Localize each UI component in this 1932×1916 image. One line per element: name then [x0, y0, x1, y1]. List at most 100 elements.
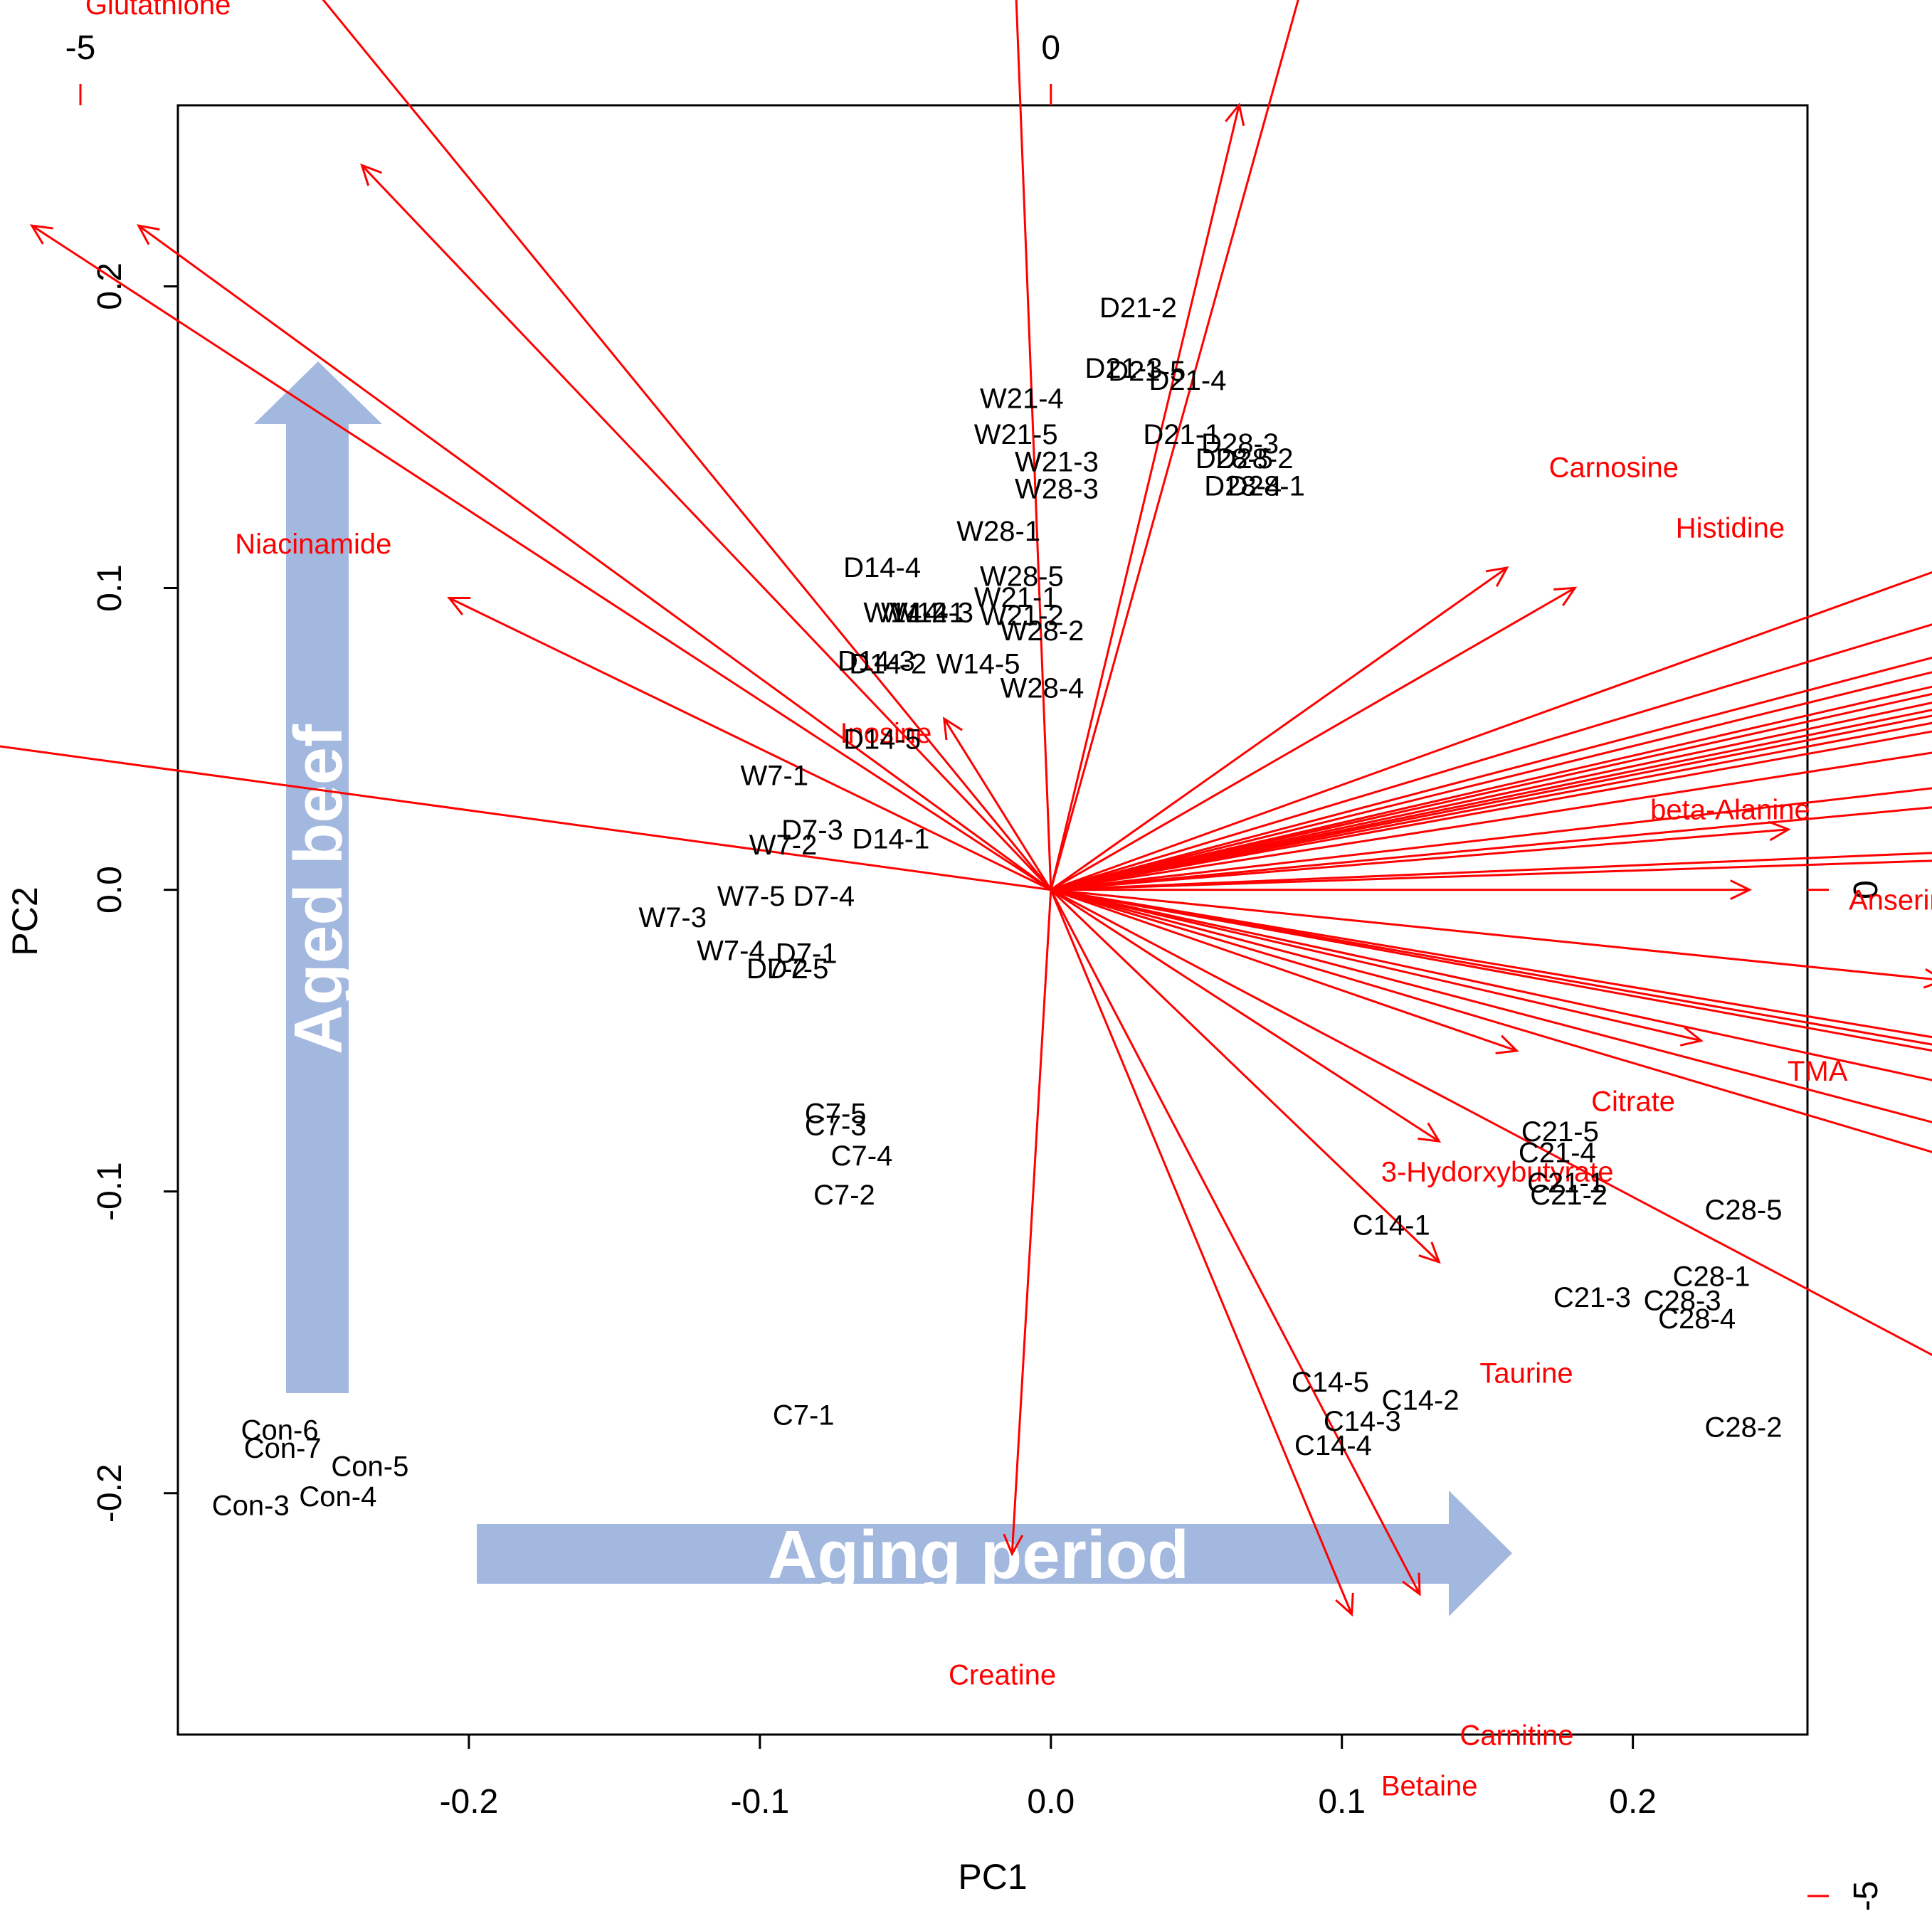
- sample-label: C14-4: [1294, 1430, 1372, 1461]
- loading-arrow-head: [360, 163, 383, 186]
- loading-vector: Glycine: [1050, 751, 1932, 891]
- loading-arrow-head: [29, 224, 53, 245]
- sample-label: C28-5: [1705, 1195, 1783, 1226]
- sample-label: C7-1: [773, 1399, 835, 1431]
- loading-vector: alpha-Glucose: [360, 163, 1052, 891]
- x-tick-label: -0.1: [730, 1783, 789, 1821]
- loading-label: TMA: [1788, 1056, 1848, 1087]
- loading-arrow-shaft: [1050, 806, 1932, 891]
- loading-arrow-shaft: [1050, 730, 1932, 891]
- loading-arrow-head: [1768, 820, 1791, 842]
- loading-arrow-shaft: [1050, 859, 1932, 891]
- loading-vector: Leucine: [1050, 730, 1932, 891]
- loading-vector: Valine: [1050, 671, 1932, 891]
- sample-label: D28-2: [1216, 443, 1294, 475]
- loading-arrow-head: [1418, 1242, 1441, 1264]
- sample-label: C7-3: [805, 1110, 867, 1141]
- loading-arrow-head: [1679, 1026, 1704, 1047]
- loading-arrow-shaft: [1050, 751, 1932, 891]
- aging-period-label: Aging period: [768, 1517, 1189, 1593]
- loading-vector: Inosine: [840, 716, 1052, 891]
- loading-arrow-shaft: [1050, 889, 1353, 1615]
- loading-arrow-shaft: [1050, 889, 1932, 1123]
- sample-label: C14-2: [1382, 1385, 1459, 1416]
- sample-label: W21-5: [974, 419, 1058, 450]
- loading-arrow-head: [1485, 566, 1509, 587]
- sample-label: D7-5: [767, 953, 829, 985]
- loading-vector: beta-glucose: [322, 0, 1052, 891]
- sample-label: W7-3: [638, 902, 707, 933]
- right-tick-label: 0: [1847, 880, 1885, 899]
- sample-label: W28-2: [1001, 615, 1084, 647]
- sample-label: Con-7: [244, 1433, 322, 1464]
- loading-vector: Creatine: [949, 889, 1056, 1691]
- loading-arrow-shaft: [31, 224, 1052, 891]
- loading-arrow-shaft: [1050, 702, 1932, 891]
- loading-label: Anserine: [1849, 885, 1932, 916]
- loading-arrow-shaft: [1050, 889, 1517, 1052]
- loading-arrow-head: [137, 224, 160, 245]
- loading-label: Histidine: [1676, 512, 1785, 544]
- sample-label: W14-2: [863, 597, 947, 628]
- y-tick-label: -0.1: [91, 1162, 129, 1221]
- loading-arrow-shaft: [1050, 571, 1932, 891]
- loading-label: Carnosine: [1549, 452, 1679, 484]
- aged-beef-annotation: Aged beef: [254, 361, 382, 1393]
- loading-arrow-head: [1730, 879, 1753, 900]
- sample-label: D21-5: [1108, 356, 1186, 387]
- sample-label: C14-5: [1292, 1367, 1369, 1398]
- loading-label: Glutathione: [85, 0, 231, 21]
- y-tick-label: 0.0: [91, 866, 129, 914]
- top-tick-label: 0: [1041, 29, 1060, 67]
- loading-arrow-shaft: [1015, 0, 1052, 890]
- loading-arrow-shaft: [1050, 623, 1932, 891]
- loading-vector: Tyramine: [1050, 623, 1932, 891]
- y-tick-label: 0.2: [91, 263, 129, 310]
- loading-vectors: AsparagineTryptophanFumaratebeta-glucose…: [0, 0, 1932, 1801]
- right-tick-label: -5: [1847, 1881, 1885, 1912]
- sample-label: W14-5: [936, 649, 1020, 680]
- loading-vector: Asparagine: [1015, 0, 1052, 890]
- sample-label: W7-2: [749, 830, 818, 861]
- sample-label: C28-3: [1644, 1285, 1721, 1316]
- sample-label: Con-5: [331, 1451, 408, 1483]
- sample-label: D21-2: [1099, 292, 1177, 324]
- sample-label: W28-1: [956, 516, 1040, 547]
- sample-label: D14-2: [849, 649, 927, 680]
- loading-arrow-shaft: [1050, 889, 1932, 1356]
- loading-arrow-shaft: [1050, 889, 1421, 1595]
- loading-vector: Carnitine: [1050, 889, 1573, 1752]
- plot-frame: [176, 104, 1809, 1736]
- loading-vector: Betaine: [1050, 889, 1477, 1801]
- loading-arrow-shaft: [1050, 889, 1932, 1153]
- loading-vector: Proline: [1050, 852, 1932, 891]
- loading-arrow-shaft: [1050, 889, 1932, 980]
- loading-vector: Anserine: [1050, 879, 1932, 916]
- y-axis-left: -0.2 -0.1 0.0 0.1 0.2: [91, 263, 178, 1523]
- sample-label: D7-2: [746, 953, 808, 985]
- sample-label: D7-1: [776, 938, 838, 970]
- loading-arrow-shaft: [0, 745, 1051, 891]
- loading-arrow-shaft: [1050, 889, 1932, 1081]
- loading-arrow-head: [1553, 586, 1578, 606]
- sample-label: D7-4: [793, 881, 855, 912]
- loading-label: Inosine: [840, 718, 931, 749]
- loading-vector: Threonine: [1050, 685, 1932, 891]
- loading-arrow-shaft: [1050, 889, 1701, 1042]
- loading-vector: Tyrosine: [1050, 656, 1932, 891]
- x-axis-title: PC1: [958, 1857, 1027, 1897]
- loading-vector: Taurine: [1050, 889, 1573, 1389]
- loading-arrow-shaft: [448, 597, 1052, 891]
- sample-label: D14-1: [852, 824, 929, 855]
- sample-label: W7-1: [741, 760, 809, 791]
- loading-arrow-shaft: [1050, 889, 1932, 1046]
- sample-label: W21-4: [980, 383, 1064, 414]
- loading-label: Citrate: [1591, 1086, 1675, 1118]
- loading-arrow-shaft: [1050, 714, 1932, 891]
- aged-beef-label: Aged beef: [280, 724, 357, 1054]
- aging-period-arrow: [477, 1491, 1512, 1616]
- loading-arrow-shaft: [1050, 889, 1932, 1039]
- y-axis-title: PC2: [5, 886, 45, 956]
- loading-label: Creatine: [949, 1660, 1056, 1691]
